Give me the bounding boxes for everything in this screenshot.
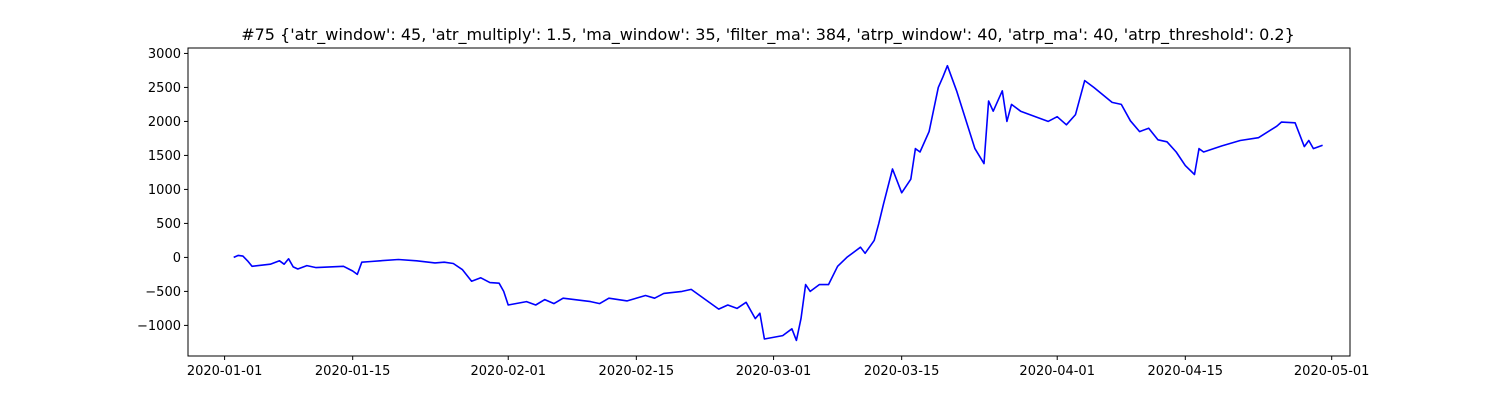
y-tick-label: −500 [145,285,181,300]
x-tick-label: 2020-04-15 [1148,364,1224,379]
y-tick-label: 0 [173,251,181,266]
x-tick-label: 2020-02-15 [599,364,675,379]
x-tick-label: 2020-01-01 [187,364,263,379]
y-tick-label: −1000 [137,319,181,334]
y-tick-label: 1500 [148,149,181,164]
x-tick-label: 2020-04-01 [1019,364,1095,379]
y-tick-label: 2500 [148,81,181,96]
y-tick-label: 1000 [148,183,181,198]
axes-frame [187,47,1351,357]
series-line-1 [233,64,1323,342]
x-tick-label: 2020-03-01 [736,364,812,379]
y-tick-label: 500 [156,217,181,232]
x-tick-label: 2020-05-01 [1294,364,1370,379]
x-tick-label: 2020-02-01 [470,364,546,379]
x-tick-label: 2020-03-15 [864,364,940,379]
y-tick-label: 3000 [148,47,181,62]
chart-title: #75 {'atr_window': 45, 'atr_multiply': 1… [241,25,1295,45]
x-tick-label: 2020-01-15 [315,364,391,379]
y-tick-label: 2000 [148,115,181,130]
plot-area: 2020-01-01 2020-01-15 2020-02-01 2020-02-15… [137,47,1369,379]
